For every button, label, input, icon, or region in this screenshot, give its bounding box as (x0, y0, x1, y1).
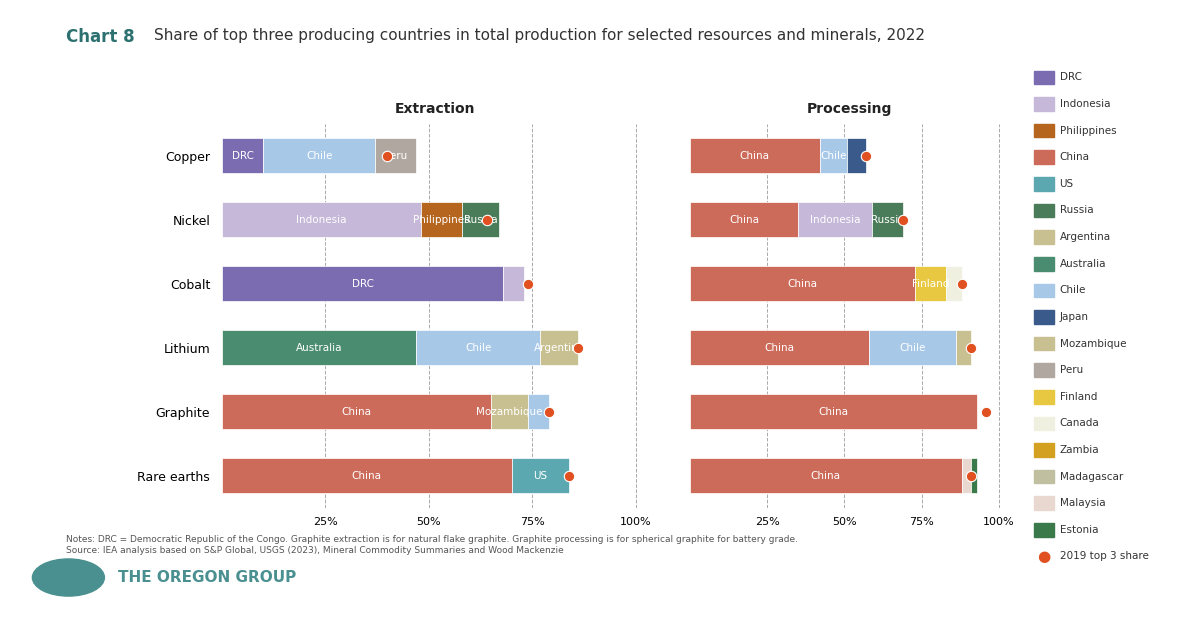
Text: Argentina: Argentina (1060, 232, 1111, 242)
Bar (222, 330, 416, 365)
Text: Madagascar: Madagascar (1060, 472, 1123, 482)
Bar (955, 330, 971, 365)
Title: Extraction: Extraction (395, 102, 475, 116)
Bar (416, 330, 540, 365)
Text: Peru: Peru (1060, 365, 1082, 375)
Bar (462, 202, 499, 237)
Text: Chile: Chile (306, 151, 332, 161)
Text: Russia: Russia (1060, 206, 1093, 215)
Bar (916, 266, 947, 301)
Bar (503, 266, 524, 301)
Text: Mozambique: Mozambique (476, 407, 542, 417)
Bar (872, 202, 904, 237)
Text: Chart 8: Chart 8 (66, 28, 134, 46)
Text: ●: ● (1037, 549, 1051, 564)
Text: China: China (1060, 152, 1090, 162)
Title: Processing: Processing (806, 102, 892, 116)
Text: DRC: DRC (352, 279, 373, 288)
Bar (528, 394, 548, 429)
Text: Peru: Peru (384, 151, 407, 161)
Text: Russia: Russia (463, 215, 497, 225)
Bar (690, 138, 820, 173)
Bar (263, 138, 376, 173)
Text: China: China (787, 279, 817, 288)
Bar (376, 138, 416, 173)
Text: DRC: DRC (232, 151, 253, 161)
Text: Philippines: Philippines (1060, 126, 1116, 136)
Text: US: US (534, 470, 547, 480)
Text: Malaysia: Malaysia (1060, 498, 1105, 508)
Bar (961, 458, 971, 493)
Bar (222, 458, 511, 493)
Text: 2019 top 3 share: 2019 top 3 share (1060, 552, 1148, 561)
Text: Chile: Chile (899, 343, 925, 353)
Bar (222, 394, 491, 429)
Text: THE OREGON GROUP: THE OREGON GROUP (118, 570, 296, 585)
Text: DRC: DRC (1060, 72, 1081, 82)
Text: Notes: DRC = Democratic Republic of the Congo. Graphite extraction is for natura: Notes: DRC = Democratic Republic of the … (66, 535, 798, 555)
Text: Indonesia: Indonesia (810, 215, 860, 225)
Text: Argentina: Argentina (534, 343, 584, 353)
Text: Russia: Russia (871, 215, 905, 225)
Text: US: US (1060, 179, 1074, 189)
Text: Mozambique: Mozambique (1060, 339, 1126, 348)
Bar (690, 266, 916, 301)
Bar (798, 202, 872, 237)
Bar (222, 266, 503, 301)
Text: Indonesia: Indonesia (296, 215, 347, 225)
Text: Zambia: Zambia (1060, 445, 1099, 455)
Text: Japan: Japan (1060, 312, 1088, 322)
Text: China: China (740, 151, 770, 161)
Bar (690, 330, 869, 365)
Text: China: China (342, 407, 372, 417)
Bar (847, 138, 866, 173)
Bar (222, 202, 420, 237)
Text: China: China (818, 407, 848, 417)
Text: Chile: Chile (1060, 285, 1086, 295)
Bar (491, 394, 528, 429)
Text: China: China (764, 343, 794, 353)
Bar (222, 138, 263, 173)
Text: 9: 9 (61, 568, 76, 587)
Text: Chile: Chile (821, 151, 847, 161)
Bar (690, 458, 961, 493)
Text: Share of top three producing countries in total production for selected resource: Share of top three producing countries i… (154, 28, 925, 43)
Text: China: China (811, 470, 841, 480)
Text: Finland: Finland (912, 279, 949, 288)
Bar (971, 458, 977, 493)
Text: Indonesia: Indonesia (1060, 99, 1110, 109)
Text: Chile: Chile (466, 343, 492, 353)
Text: Philippines: Philippines (413, 215, 469, 225)
Text: Canada: Canada (1060, 418, 1099, 428)
Text: Australia: Australia (1060, 259, 1106, 269)
Bar (869, 330, 955, 365)
Text: China: China (730, 215, 760, 225)
Bar (690, 202, 798, 237)
Text: Estonia: Estonia (1060, 525, 1098, 535)
Text: Australia: Australia (296, 343, 342, 353)
Bar (540, 330, 577, 365)
Text: Finland: Finland (1060, 392, 1097, 402)
Text: China: China (352, 470, 382, 480)
Bar (511, 458, 570, 493)
Bar (947, 266, 961, 301)
Bar (420, 202, 462, 237)
Bar (820, 138, 847, 173)
Bar (690, 394, 977, 429)
